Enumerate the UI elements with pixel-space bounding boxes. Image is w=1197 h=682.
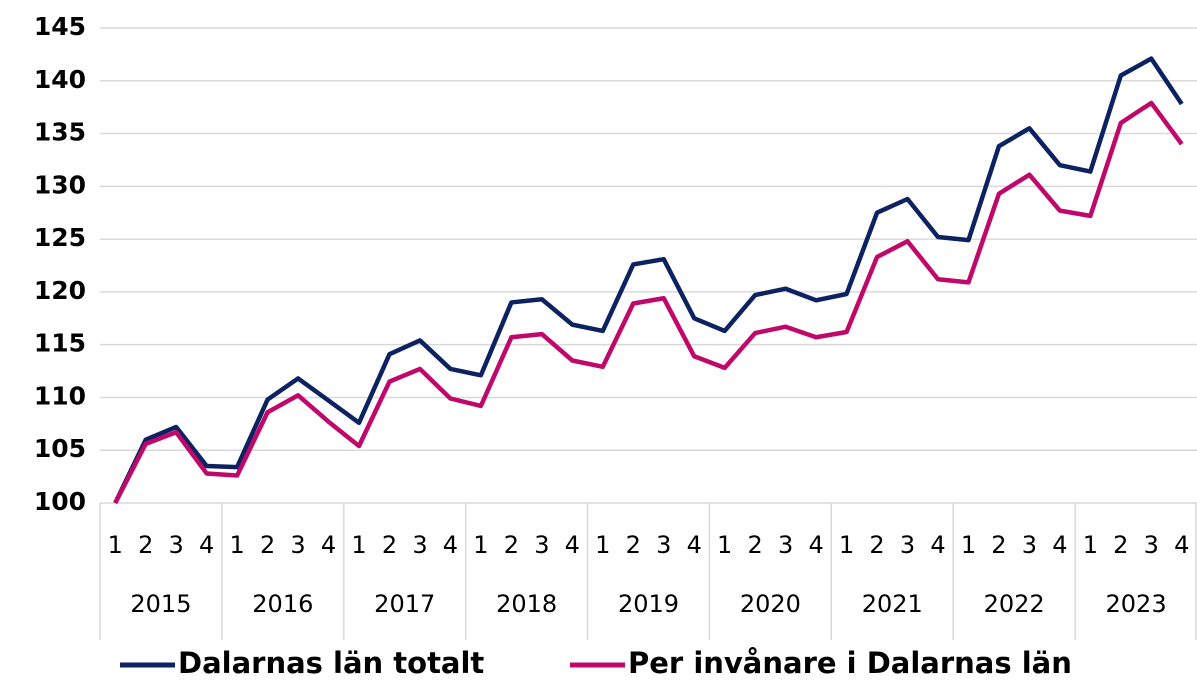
y-tick-label: 100 [34,487,86,516]
y-tick-label: 145 [34,12,86,41]
x-tick-label: 1 [717,531,732,559]
x-tick-label: 4 [565,531,580,559]
y-tick-label: 110 [34,381,86,410]
line [113,56,1184,504]
x-tick-label: 3 [656,531,671,559]
x-group-label: 2016 [252,590,313,618]
x-tick-label: 3 [778,531,793,559]
x-tick-label: 1 [229,531,244,559]
y-tick-label: 135 [34,118,86,147]
x-tick-label: 2 [869,531,884,559]
x-tick-label: 3 [1144,531,1159,559]
x-tick-label: 4 [930,531,945,559]
x-tick-label: 3 [534,531,549,559]
x-tick-label: 2 [748,531,763,559]
x-tick-label: 4 [808,531,823,559]
x-group-label: 2021 [862,590,923,618]
x-tick-label: 1 [961,531,976,559]
x-group-label: 2023 [1106,590,1167,618]
x-tick-label: 4 [321,531,336,559]
x-tick-label: 1 [351,531,366,559]
x-tick-label: 4 [687,531,702,559]
x-tick-label: 3 [412,531,427,559]
y-tick-label: 125 [34,223,86,252]
x-tick-label: 1 [595,531,610,559]
x-tick-label: 1 [473,531,488,559]
x-tick-label: 1 [839,531,854,559]
legend-label: Per invånare i Dalarnas län [628,646,1072,680]
x-tick-label: 1 [108,531,123,559]
x-tick-label: 1 [1083,531,1098,559]
x-tick-label: 2 [138,531,153,559]
x-tick-label: 3 [290,531,305,559]
legend-label: Dalarnas län totalt [178,646,484,680]
x-tick-label: 4 [1174,531,1189,559]
x-tick-label: 3 [169,531,184,559]
x-tick-label: 2 [991,531,1006,559]
x-group-label: 2018 [496,590,557,618]
x-tick-label: 3 [1022,531,1037,559]
x-group-label: 2020 [740,590,801,618]
x-tick-label: 3 [900,531,915,559]
x-group-label: 2017 [374,590,435,618]
y-tick-label: 120 [34,276,86,305]
x-group-label: 2015 [130,590,191,618]
x-group-label: 2022 [984,590,1045,618]
x-tick-label: 2 [626,531,641,559]
x-tick-label: 4 [443,531,458,559]
x-tick-label: 2 [382,531,397,559]
y-tick-label: 130 [34,170,86,199]
y-tick-label: 115 [34,329,86,358]
y-tick-label: 105 [34,434,86,463]
x-tick-label: 2 [260,531,275,559]
x-tick-label: 2 [1113,531,1128,559]
x-tick-label: 4 [1052,531,1067,559]
line [113,100,1184,505]
y-tick-label: 140 [34,65,86,94]
x-tick-label: 2 [504,531,519,559]
x-group-label: 2019 [618,590,679,618]
x-tick-label: 4 [199,531,214,559]
